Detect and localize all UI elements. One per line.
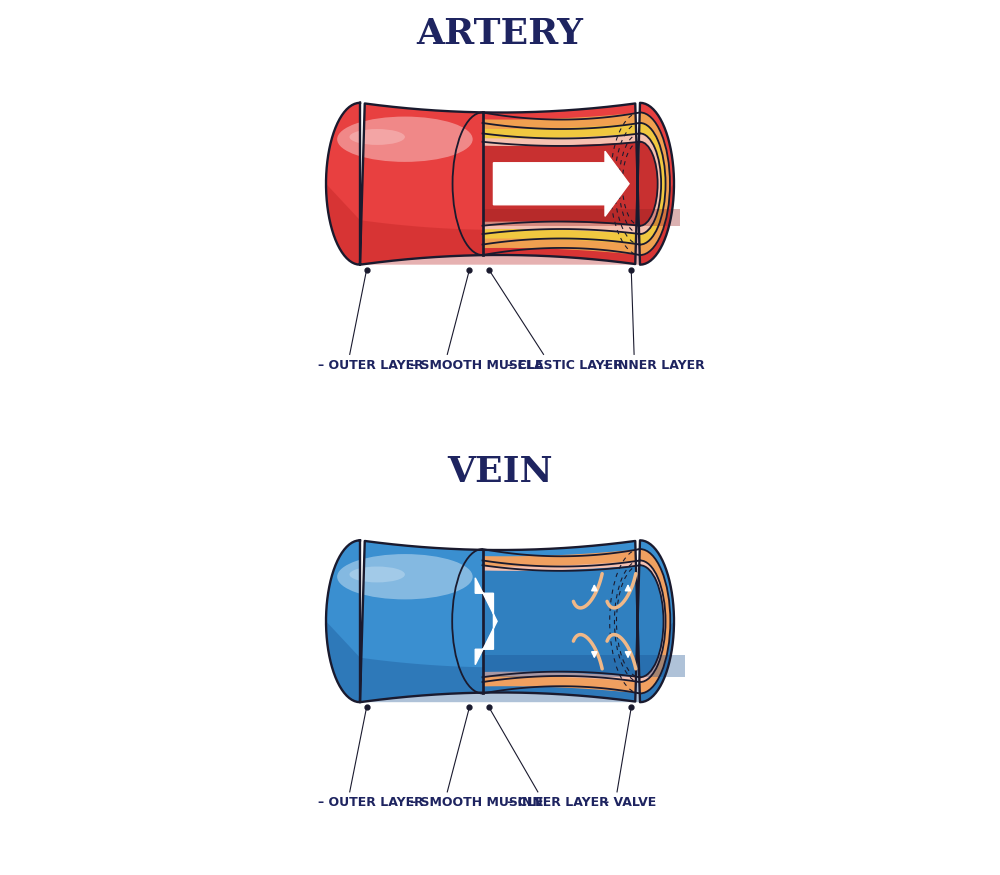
Polygon shape bbox=[369, 142, 658, 226]
Text: VEIN: VEIN bbox=[447, 455, 553, 489]
Polygon shape bbox=[363, 565, 664, 677]
Polygon shape bbox=[482, 522, 707, 721]
Polygon shape bbox=[350, 560, 666, 682]
Polygon shape bbox=[482, 516, 709, 726]
Polygon shape bbox=[482, 654, 685, 677]
Text: – SMOOTH MUSCLE: – SMOOTH MUSCLE bbox=[410, 359, 544, 372]
Polygon shape bbox=[482, 79, 709, 288]
Polygon shape bbox=[338, 550, 670, 693]
Polygon shape bbox=[326, 102, 674, 264]
FancyArrow shape bbox=[475, 578, 497, 665]
Polygon shape bbox=[326, 621, 674, 702]
Polygon shape bbox=[361, 133, 661, 234]
Polygon shape bbox=[326, 184, 674, 264]
Text: – VALVE: – VALVE bbox=[603, 796, 656, 809]
Text: – SMOOTH MUSCLE: – SMOOTH MUSCLE bbox=[410, 796, 544, 809]
Text: – ELASTIC LAYER: – ELASTIC LAYER bbox=[507, 359, 622, 372]
Polygon shape bbox=[339, 112, 670, 255]
Text: – OUTER LAYER: – OUTER LAYER bbox=[318, 796, 424, 809]
Polygon shape bbox=[482, 68, 714, 298]
Text: – INNER LAYER: – INNER LAYER bbox=[603, 359, 705, 372]
Polygon shape bbox=[482, 98, 701, 270]
Polygon shape bbox=[326, 540, 674, 702]
Text: – INNER LAYER: – INNER LAYER bbox=[507, 796, 608, 809]
Polygon shape bbox=[350, 123, 666, 244]
Polygon shape bbox=[482, 89, 705, 277]
Ellipse shape bbox=[349, 129, 405, 145]
Polygon shape bbox=[482, 506, 714, 737]
Text: – OUTER LAYER: – OUTER LAYER bbox=[318, 359, 424, 372]
Text: ARTERY: ARTERY bbox=[417, 18, 583, 52]
Ellipse shape bbox=[337, 116, 473, 162]
Ellipse shape bbox=[337, 554, 473, 599]
FancyArrow shape bbox=[493, 151, 629, 216]
Ellipse shape bbox=[349, 566, 405, 583]
Polygon shape bbox=[482, 209, 680, 226]
